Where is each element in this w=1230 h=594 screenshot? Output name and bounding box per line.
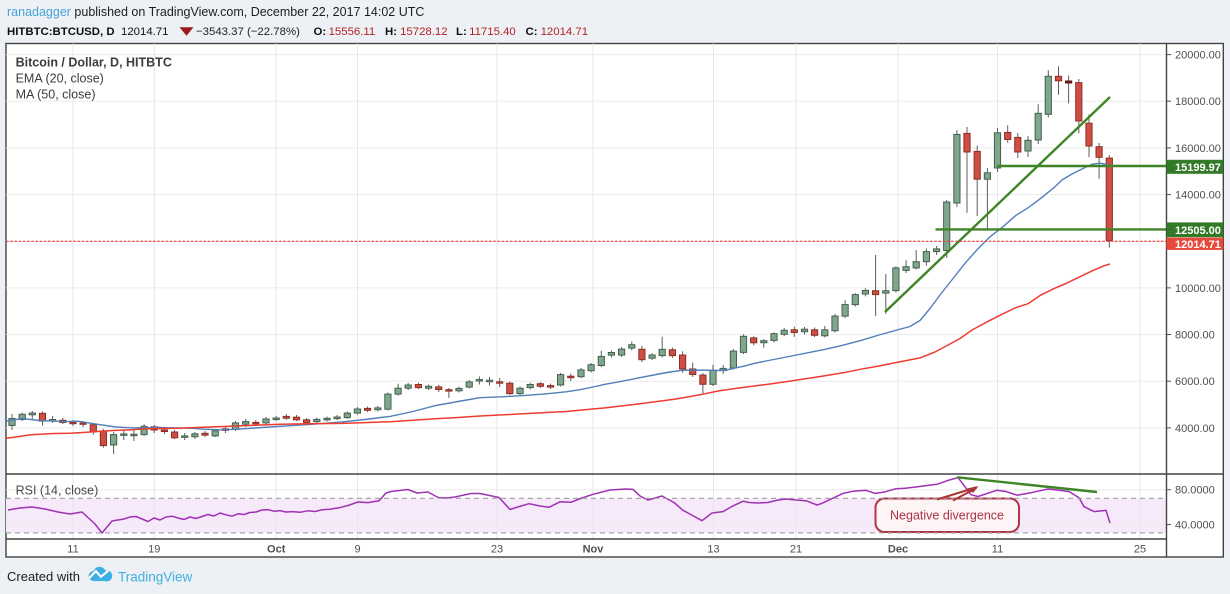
svg-text:RSI (14, close): RSI (14, close) [16,484,99,498]
svg-text:25: 25 [1134,544,1146,556]
svg-text:Dec: Dec [888,544,908,556]
svg-text:11715.40: 11715.40 [469,26,516,38]
svg-text:11: 11 [992,544,1003,556]
svg-text:TradingView: TradingView [118,570,193,585]
svg-text:9: 9 [354,544,360,556]
svg-text:12014.71: 12014.71 [541,26,589,38]
svg-text:12505.00: 12505.00 [1175,225,1221,237]
svg-text:13: 13 [707,544,719,556]
svg-text:−3543.37 (−22.78%): −3543.37 (−22.78%) [196,26,300,38]
svg-text:Negative divergence: Negative divergence [890,509,1004,523]
svg-text:16000.00: 16000.00 [1175,143,1221,155]
svg-text:12014.71: 12014.71 [1175,239,1221,251]
svg-text:H:: H: [385,26,397,38]
svg-text:18000.00: 18000.00 [1175,96,1221,108]
svg-text:Created with: Created with [7,569,80,584]
svg-text:MA (50, close): MA (50, close) [16,88,96,102]
svg-text:15728.12: 15728.12 [400,26,448,38]
svg-text:19: 19 [148,544,160,556]
svg-text:Bitcoin / Dollar, D, HITBTC: Bitcoin / Dollar, D, HITBTC [16,56,172,70]
svg-text:C:: C: [526,26,538,38]
svg-text:4000.00: 4000.00 [1175,423,1215,435]
svg-text:20000.00: 20000.00 [1175,50,1221,62]
svg-text:21: 21 [790,544,802,556]
svg-text:40.0000: 40.0000 [1175,520,1215,532]
svg-text:80.0000: 80.0000 [1175,485,1215,497]
svg-text:ranadagger published on Tradin: ranadagger published on TradingView.com,… [7,5,424,19]
svg-text:Oct: Oct [267,544,286,556]
svg-text:23: 23 [491,544,503,556]
svg-text:O:: O: [314,26,327,38]
svg-text:15199.97: 15199.97 [1175,162,1221,174]
svg-text:EMA (20, close): EMA (20, close) [16,72,104,86]
svg-text:12014.71: 12014.71 [121,26,169,38]
svg-text:6000.00: 6000.00 [1175,376,1215,388]
svg-text:10000.00: 10000.00 [1175,283,1221,295]
svg-text:L:: L: [456,26,467,38]
svg-text:14000.00: 14000.00 [1175,190,1221,202]
svg-text:8000.00: 8000.00 [1175,330,1215,342]
svg-text:11: 11 [67,544,78,556]
svg-text:HITBTC:BTCUSD, D: HITBTC:BTCUSD, D [7,26,115,38]
svg-text:15556.11: 15556.11 [329,26,376,38]
svg-text:Nov: Nov [583,544,605,556]
